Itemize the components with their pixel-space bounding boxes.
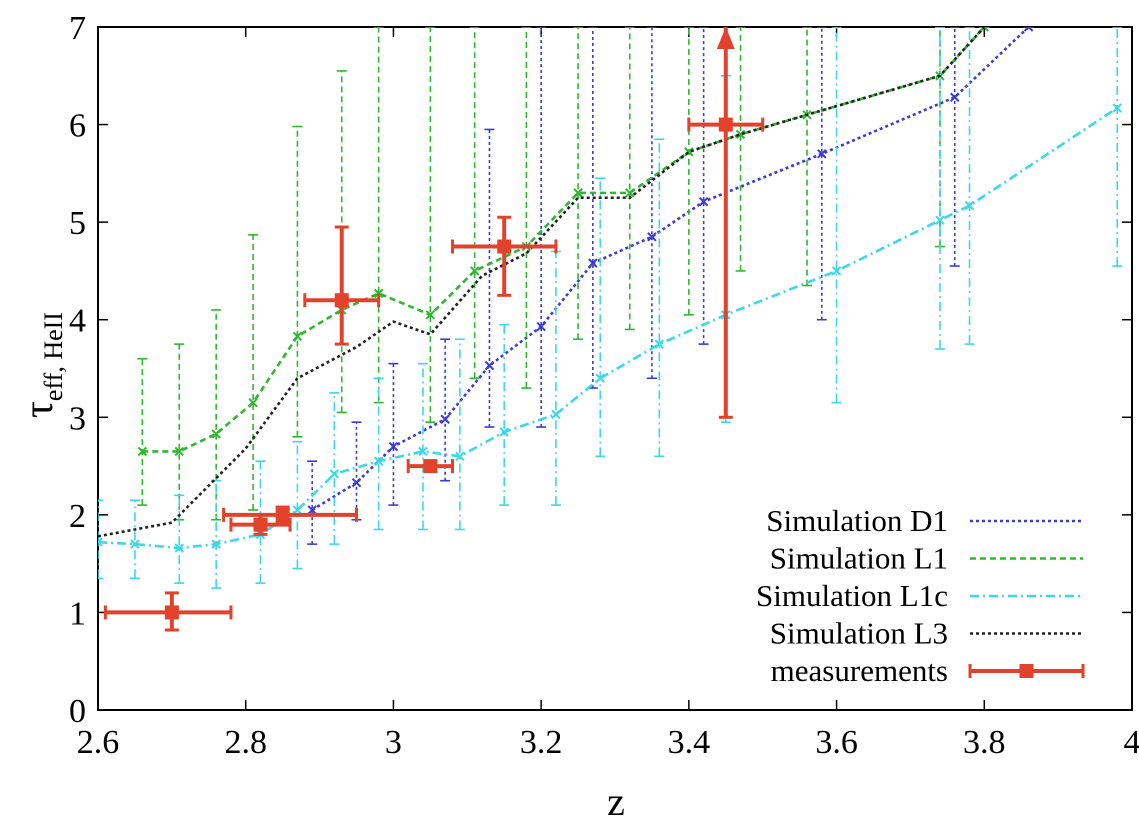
y-tick-label: 4 [69,303,86,340]
series-line [311,27,1030,512]
data-point [625,188,635,198]
x-tick-label: 4 [1124,724,1139,761]
measurement-marker [718,117,733,132]
data-point [351,477,362,488]
measurements-layer [103,27,765,632]
data-point [1023,27,1034,32]
data-point [647,232,657,242]
x-tick-label: 3.2 [520,724,563,761]
measurement-point [303,225,381,346]
measurement-point [687,27,765,419]
data-point [98,537,103,547]
plot-axes: 2.6 2.8 3 3.2 3.4 3.6 3.8 4 0 1 2 3 4 5 6 7 [69,10,1139,761]
series-layer [98,27,1123,589]
series-line [98,27,986,538]
data-point [588,258,598,268]
data-point [440,414,450,424]
data-point [307,505,317,515]
legend-swatch-marker [1019,664,1034,678]
series-simulation-l1 [137,27,990,521]
data-point [573,188,583,198]
y-tick-label: 1 [69,595,86,632]
y-axis-label-group: τeff, HeII [16,312,68,418]
data-point [130,539,140,549]
data-point [292,505,303,515]
x-tick-label: 2.8 [224,724,267,761]
measurement-point [103,591,233,632]
data-point [292,331,303,342]
legend-label: measurements [771,653,948,688]
x-tick-label: 3.4 [668,724,711,761]
data-point [174,446,184,457]
y-tick-label: 7 [69,10,86,47]
data-point [735,129,746,140]
data-point [211,539,221,549]
legend-label: Simulation D1 [766,503,948,538]
measurement-point [406,459,455,474]
data-point [536,321,546,332]
data-point [1112,103,1122,113]
y-tick-label: 2 [69,498,86,535]
plot-frame [97,26,1133,711]
data-point [329,469,340,479]
x-tick-label: 3.6 [815,724,858,761]
data-point [425,310,436,320]
measurement-marker [275,507,290,522]
data-point [979,27,989,32]
y-tick-label: 5 [69,205,86,242]
y-tick-label: 6 [69,108,86,145]
measurement-marker [334,293,349,308]
y-axis-label-main: τ [16,401,62,418]
x-axis-label: z [607,779,625,824]
legend-label: Simulation L3 [770,616,948,651]
x-tick-label: 3 [385,724,402,761]
data-point [935,215,945,225]
series-simulation-l3 [98,27,986,538]
data-point [698,196,709,207]
data-point [373,456,384,466]
y-tick-label: 0 [69,693,86,730]
data-point [817,149,827,159]
legend-label: Simulation L1c [756,578,948,613]
series-simulation-d1 [307,27,1034,545]
data-point [654,339,665,349]
data-point [455,451,465,462]
legend-label: Simulation L1 [770,541,948,576]
data-point [469,266,480,276]
data-point [137,446,148,457]
data-point [248,397,258,408]
data-point [950,92,960,102]
data-point [418,446,428,457]
data-point [388,441,399,452]
svg-text:τeff, HeII: τeff, HeII [16,312,68,418]
measurement-marker [423,459,438,474]
series-line [98,106,1118,550]
lower-limit-arrow [716,27,735,49]
y-tick-label: 3 [69,400,86,437]
data-point [595,373,605,383]
measurement-point [451,215,558,297]
data-point [964,200,975,211]
measurement-marker [253,517,268,532]
series-line [142,27,986,453]
series-simulation-l1c [98,27,1123,589]
data-point [831,266,842,276]
data-point [551,409,561,420]
measurement-marker [497,239,512,254]
data-point [211,429,221,439]
x-tick-label: 2.6 [77,724,120,761]
data-point [484,360,495,371]
y-axis-label-sub: eff, HeII [39,312,68,401]
measurement-marker [164,605,179,620]
data-point [174,543,184,553]
x-tick-label: 3.8 [963,724,1006,761]
measurement-point [222,505,358,525]
data-point [499,427,509,437]
